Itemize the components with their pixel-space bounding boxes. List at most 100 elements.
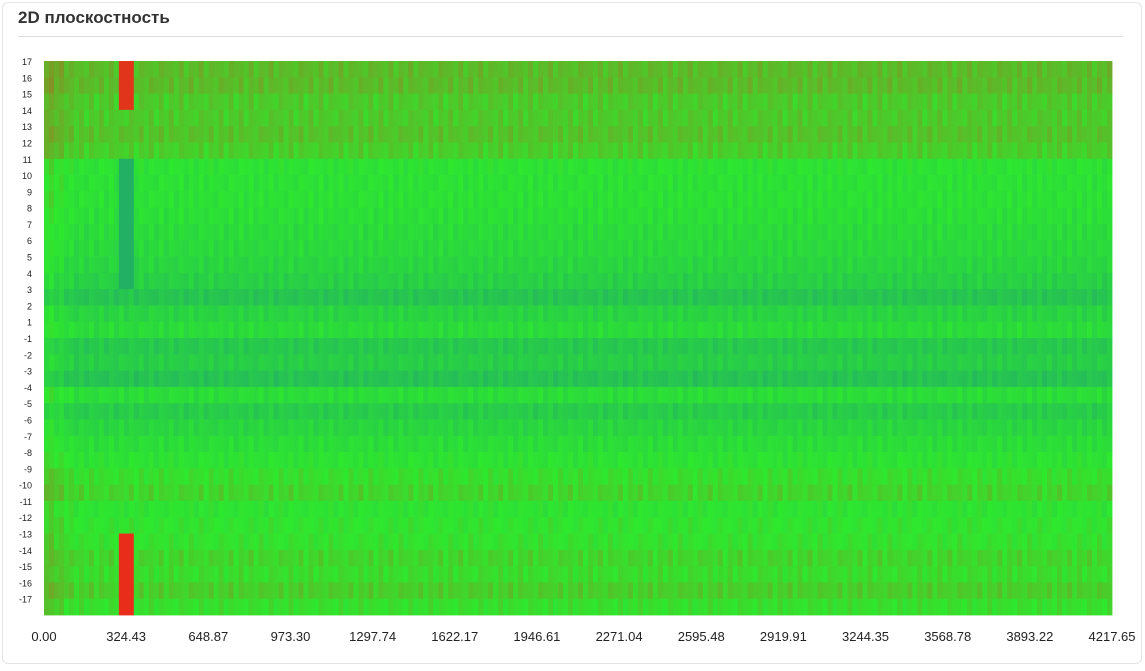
heatmap-cell (143, 321, 150, 339)
heatmap-cell (797, 175, 803, 192)
heatmap-cell (697, 223, 704, 241)
heatmap-cell (578, 289, 584, 306)
heatmap-cell (393, 370, 399, 388)
heatmap-cell (503, 207, 509, 225)
heatmap-cell (558, 240, 564, 257)
heatmap-cell (93, 403, 100, 420)
heatmap-cell (328, 126, 334, 143)
heatmap-cell (977, 223, 983, 241)
heatmap-cell (303, 191, 309, 209)
heatmap-cell (428, 370, 434, 388)
heatmap-cell (68, 272, 75, 290)
heatmap-cell (108, 435, 115, 453)
heatmap-cell (223, 126, 230, 143)
heatmap-cell (293, 207, 299, 225)
heatmap-cell (373, 142, 379, 160)
heatmap-cell (1042, 191, 1048, 209)
heatmap-cell (902, 289, 908, 306)
heatmap-cell (722, 191, 729, 209)
heatmap-cell (283, 386, 289, 404)
heatmap-cell (917, 338, 923, 355)
heatmap-cell (358, 142, 364, 160)
heatmap-cell (273, 77, 279, 94)
heatmap-cell (558, 126, 564, 143)
heatmap-cell (48, 289, 55, 306)
heatmap-cell (553, 256, 559, 274)
heatmap-cell (143, 61, 150, 78)
heatmap-cell (877, 370, 883, 388)
heatmap-cell (548, 126, 554, 143)
heatmap-cell (498, 77, 504, 94)
heatmap-cell (917, 109, 923, 127)
heatmap-cell (243, 403, 250, 420)
heatmap-cell (782, 338, 789, 355)
heatmap-cell (607, 109, 614, 127)
heatmap-cell (1072, 289, 1078, 306)
heatmap-cell (203, 403, 210, 420)
heatmap-cell (672, 93, 679, 111)
heatmap-cell (208, 240, 215, 257)
heatmap-cell (273, 223, 279, 241)
heatmap-cell (318, 338, 324, 355)
heatmap-cell (308, 272, 314, 290)
heatmap-cell (1007, 207, 1013, 225)
heatmap-cell (622, 158, 629, 176)
heatmap-cell (702, 272, 709, 290)
heatmap-cell (578, 77, 584, 94)
heatmap-cell (308, 419, 314, 437)
heatmap-cell (368, 321, 374, 339)
heatmap-cell (338, 321, 344, 339)
heatmap-cell (268, 223, 274, 241)
heatmap-cell (597, 126, 604, 143)
heatmap-cell (882, 93, 888, 111)
heatmap-cell (897, 305, 903, 323)
heatmap-cell (802, 256, 808, 274)
heatmap-cell (533, 370, 539, 388)
heatmap-cell (118, 403, 125, 420)
heatmap-cell (827, 370, 833, 388)
heatmap-cell (88, 321, 95, 339)
heatmap-cell (647, 93, 654, 111)
heatmap-cell (328, 93, 334, 111)
heatmap-cell (183, 77, 190, 94)
heatmap-cell (203, 126, 210, 143)
heatmap-cell (817, 272, 823, 290)
heatmap-cell (877, 126, 883, 143)
heatmap-cell (448, 289, 454, 306)
heatmap-cell (333, 207, 339, 225)
heatmap-cell (448, 272, 454, 290)
heatmap-cell (53, 370, 60, 388)
heatmap-cell (582, 338, 589, 355)
heatmap-cell (143, 109, 150, 127)
heatmap-cell (922, 175, 928, 192)
heatmap-cell (952, 240, 958, 257)
heatmap-cell (228, 435, 235, 453)
heatmap-cell (912, 256, 918, 274)
heatmap-cell (777, 191, 784, 209)
heatmap-cell (308, 403, 314, 420)
heatmap-cell (58, 93, 65, 111)
heatmap-cell (108, 403, 115, 420)
heatmap-cell (553, 109, 559, 127)
heatmap-cell (58, 109, 65, 127)
heatmap-cell (822, 191, 828, 209)
heatmap-cell (772, 93, 779, 111)
heatmap-cell (652, 142, 659, 160)
heatmap-cell (398, 354, 404, 371)
heatmap-cell (293, 289, 299, 306)
heatmap-cell (523, 321, 529, 339)
heatmap-cell (543, 272, 549, 290)
heatmap-cell (727, 191, 734, 209)
heatmap-cell (677, 61, 684, 78)
heatmap-cell (268, 61, 274, 78)
heatmap-cell (777, 256, 784, 274)
heatmap-cell (1022, 256, 1028, 274)
heatmap-cell (1032, 109, 1038, 127)
heatmap-cell (727, 256, 734, 274)
heatmap-cell (992, 370, 998, 388)
heatmap-cell (907, 93, 913, 111)
heatmap-cell (413, 256, 419, 274)
heatmap-cell (178, 370, 185, 388)
heatmap-cell (692, 175, 699, 192)
heatmap-cell (977, 338, 983, 355)
